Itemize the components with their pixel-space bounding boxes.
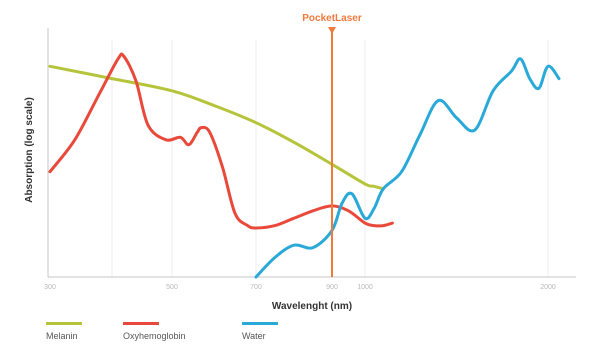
legend-label: Melanin	[46, 331, 78, 341]
series-line-oxyhemoglobin	[48, 52, 394, 230]
x-tick-label-300: 300	[44, 284, 56, 291]
x-tick-label-500: 500	[166, 284, 178, 291]
legend-label: Oxyhemoglobin	[123, 331, 186, 341]
legend-label: Water	[242, 331, 266, 341]
x-axis-title: Wavelenght (nm)	[272, 301, 352, 312]
series-lines	[48, 52, 561, 279]
legend-swatch	[46, 322, 82, 325]
x-tick-label-1000: 1000	[357, 284, 373, 291]
x-tick-label-700: 700	[250, 284, 262, 291]
vertical-gridlines	[111, 40, 549, 277]
y-axis-title: Absorption (log scale)	[24, 97, 35, 203]
x-tick-labels: 300 500 700 900 1000 2000	[44, 284, 556, 291]
legend-swatch	[123, 322, 159, 325]
marker-arrow-icon	[328, 27, 336, 34]
legend-swatch	[242, 322, 278, 325]
series-line-water	[254, 57, 561, 279]
x-tick-label-2000: 2000	[540, 284, 556, 291]
pocketlaser-marker: PocketLaser	[302, 13, 362, 277]
series-line-melanin	[48, 64, 385, 191]
marker-label: PocketLaser	[302, 13, 362, 24]
x-tick-label-900: 900	[326, 284, 338, 291]
